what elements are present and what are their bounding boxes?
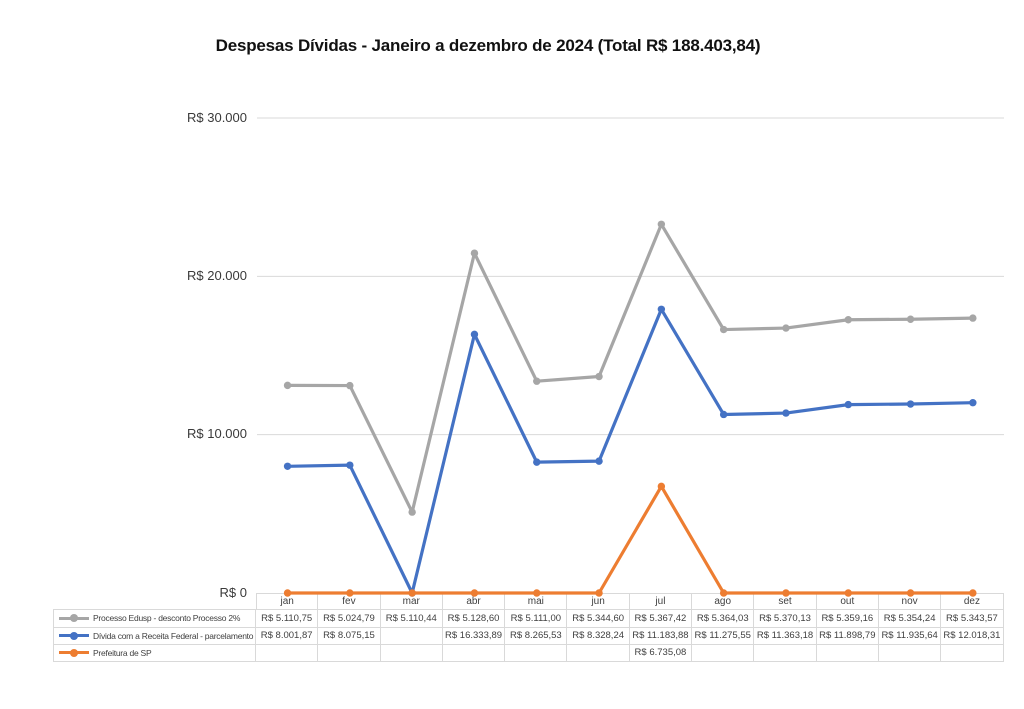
series-line xyxy=(285,484,975,595)
series-value-cell xyxy=(567,644,630,662)
series-marker xyxy=(595,372,603,381)
series-marker xyxy=(844,316,852,324)
series-marker xyxy=(533,458,541,466)
series-value-cell: R$ 8.328,24 xyxy=(567,627,630,645)
series-value-cell: R$ 11.275,55 xyxy=(692,627,755,645)
series-value-cell: R$ 8.075,15 xyxy=(318,627,381,645)
month-header-cell: set xyxy=(754,593,817,611)
series-value-cell: R$ 5.344,60 xyxy=(567,610,630,628)
data-table: jan fev mar abr mai jun jul ago set out … xyxy=(53,593,1004,662)
legend-item-processo-edusp: Processo Edusp - desconto Processo 2% xyxy=(53,610,256,628)
series-marker xyxy=(657,220,666,228)
series-value-cell: R$ 11.935,64 xyxy=(878,627,942,645)
legend-line-marker-icon xyxy=(59,648,89,657)
series-line xyxy=(285,222,975,514)
series-marker xyxy=(969,314,977,322)
series-value-cell: R$ 5.367,42 xyxy=(629,610,693,628)
month-header-cell: dez xyxy=(941,593,1004,611)
series-value-cell: R$ 5.111,00 xyxy=(505,610,568,628)
month-header-cell: mai xyxy=(505,593,568,611)
series-value-cell: R$ 5.370,13 xyxy=(754,610,817,628)
month-header-cell: mar xyxy=(380,593,443,611)
series-value-cell xyxy=(256,644,319,662)
series-marker xyxy=(969,399,977,407)
legend-label: Prefeitura de SP xyxy=(93,647,152,658)
series-marker xyxy=(782,409,790,417)
series-value-cell xyxy=(505,644,568,662)
series-marker xyxy=(657,305,666,313)
table-corner-cell xyxy=(53,593,256,611)
month-header-cell: ago xyxy=(692,593,755,611)
series-marker xyxy=(906,315,915,323)
legend-item-prefeitura-sp: Prefeitura de SP xyxy=(53,644,256,662)
series-value-cell xyxy=(318,644,381,662)
series-marker xyxy=(470,330,479,339)
y-axis-label-0: R$ 0 xyxy=(219,585,247,600)
series-value-cell: R$ 5.343,57 xyxy=(941,610,1004,628)
series-value-cell: R$ 8.265,53 xyxy=(505,627,568,645)
series-value-cell xyxy=(692,644,755,662)
y-axis-label-30000: R$ 30.000 xyxy=(187,110,247,125)
series-value-cell: R$ 5.359,16 xyxy=(816,610,879,628)
month-header-cell: out xyxy=(816,593,879,611)
series-marker xyxy=(595,457,603,465)
series-value-cell: R$ 5.128,60 xyxy=(442,610,506,628)
series-marker xyxy=(844,400,852,409)
month-header-cell: abr xyxy=(442,593,506,611)
series-value-cell xyxy=(878,644,942,662)
legend-line-marker-icon xyxy=(59,631,89,640)
series-value-cell: R$ 11.363,18 xyxy=(754,627,817,645)
series-value-cell xyxy=(816,644,879,662)
series-value-cell: R$ 12.018,31 xyxy=(941,627,1004,645)
series-value-cell xyxy=(442,644,506,662)
y-axis-label-10000: R$ 10.000 xyxy=(187,426,247,441)
series-value-cell xyxy=(754,644,817,662)
series-marker xyxy=(719,325,728,334)
series-value-cell xyxy=(380,627,443,645)
series-value-cell: R$ 5.364,03 xyxy=(692,610,755,628)
legend-label: Processo Edusp - desconto Processo 2% xyxy=(93,613,241,624)
series-marker xyxy=(533,377,541,385)
series-value-cell: R$ 6.735,08 xyxy=(629,644,693,662)
series-value-cell: R$ 8.001,87 xyxy=(256,627,319,645)
series-marker xyxy=(719,410,728,419)
legend-label: Dívida com a Receita Federal - parcelame… xyxy=(93,630,254,641)
month-header-cell: nov xyxy=(878,593,942,611)
series-value-cell: R$ 11.898,79 xyxy=(816,627,879,645)
series-marker xyxy=(906,400,915,408)
series-marker xyxy=(283,462,292,471)
month-header-cell: fev xyxy=(318,593,381,611)
series-value-cell: R$ 16.333,89 xyxy=(442,627,506,645)
series-line xyxy=(285,307,975,595)
legend-line-marker-icon xyxy=(59,614,89,623)
series-marker xyxy=(657,482,666,491)
chart-title: Despesas Dívidas - Janeiro a dezembro de… xyxy=(215,36,761,55)
legend-item-receita-federal: Dívida com a Receita Federal - parcelame… xyxy=(53,627,256,645)
month-header-cell: jul xyxy=(629,593,693,611)
series-value-cell: R$ 5.024,79 xyxy=(318,610,381,628)
series-marker xyxy=(346,461,354,469)
series-value-cell xyxy=(941,644,1004,662)
y-axis-label-20000: R$ 20.000 xyxy=(187,268,247,283)
series-marker xyxy=(408,508,416,516)
month-header-cell: jan xyxy=(256,593,319,611)
series-value-cell xyxy=(380,644,443,662)
month-header-cell: jun xyxy=(567,593,630,611)
series-value-cell: R$ 5.110,75 xyxy=(256,610,319,628)
series-marker xyxy=(782,324,790,332)
series-value-cell: R$ 11.183,88 xyxy=(629,627,693,645)
series-value-cell: R$ 5.354,24 xyxy=(878,610,942,628)
series-marker xyxy=(470,249,479,257)
series-marker xyxy=(346,381,354,390)
series-value-cell: R$ 5.110,44 xyxy=(380,610,443,628)
series-marker xyxy=(283,381,292,390)
